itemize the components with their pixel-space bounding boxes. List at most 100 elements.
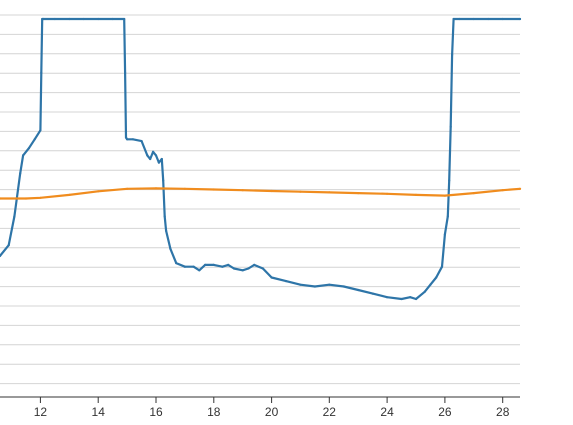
data-point bbox=[487, 17, 490, 21]
data-point bbox=[126, 187, 129, 190]
data-point bbox=[162, 179, 165, 182]
data-point bbox=[154, 187, 158, 190]
data-point bbox=[429, 283, 432, 286]
data-point bbox=[183, 187, 186, 190]
data-point bbox=[299, 190, 302, 193]
data-point bbox=[163, 215, 166, 218]
data-point bbox=[126, 138, 129, 141]
data-point bbox=[440, 265, 444, 268]
data-point bbox=[452, 17, 455, 21]
data-point bbox=[212, 188, 215, 191]
data-point bbox=[160, 157, 163, 161]
data-point bbox=[7, 244, 10, 247]
data-point bbox=[451, 53, 454, 57]
data-point bbox=[261, 267, 264, 270]
data-point bbox=[423, 290, 426, 293]
data-point bbox=[157, 161, 160, 164]
gridlines bbox=[0, 14, 520, 385]
data-point bbox=[13, 215, 16, 218]
data-point bbox=[175, 262, 178, 265]
data-point bbox=[33, 138, 36, 141]
data-point bbox=[198, 269, 201, 272]
x-tick-label: 26 bbox=[438, 405, 452, 419]
data-point bbox=[313, 285, 316, 288]
data-point bbox=[82, 17, 85, 21]
data-point bbox=[183, 265, 186, 268]
data-point bbox=[501, 17, 504, 21]
data-point bbox=[169, 247, 172, 250]
series-lines bbox=[0, 17, 522, 301]
data-point bbox=[68, 193, 71, 196]
data-point bbox=[458, 17, 461, 21]
data-point bbox=[68, 17, 71, 21]
data-point bbox=[409, 296, 412, 299]
data-point bbox=[357, 288, 360, 292]
data-point bbox=[518, 17, 522, 21]
data-point bbox=[241, 189, 244, 192]
data-point bbox=[328, 191, 331, 194]
data-point bbox=[53, 17, 57, 21]
x-tick-label: 16 bbox=[149, 405, 163, 419]
data-point bbox=[39, 129, 42, 132]
data-point bbox=[400, 297, 403, 301]
data-point bbox=[386, 192, 389, 195]
data-point bbox=[414, 297, 418, 301]
x-axis: 12 14 16 18 20 22 24 26 28 bbox=[0, 396, 520, 419]
data-point bbox=[42, 17, 45, 21]
x-tick-label: 18 bbox=[207, 405, 221, 419]
data-point bbox=[443, 233, 446, 236]
data-point bbox=[443, 194, 446, 197]
data-point bbox=[24, 197, 28, 200]
data-point bbox=[40, 71, 43, 74]
data-point bbox=[357, 192, 360, 195]
data-point bbox=[518, 187, 522, 190]
x-tick-label: 24 bbox=[380, 405, 394, 419]
x-tick-label: 14 bbox=[92, 405, 106, 419]
data-point bbox=[446, 215, 449, 218]
data-point bbox=[111, 17, 114, 21]
data-point bbox=[204, 263, 207, 266]
data-point bbox=[0, 197, 2, 200]
data-point bbox=[414, 193, 418, 196]
data-point bbox=[146, 154, 149, 157]
x-tick-label: 22 bbox=[323, 405, 337, 419]
data-point bbox=[247, 267, 250, 270]
data-point bbox=[299, 283, 302, 286]
data-point bbox=[472, 17, 475, 21]
data-point bbox=[386, 296, 389, 299]
data-point bbox=[435, 276, 438, 279]
data-point bbox=[270, 276, 273, 279]
data-point bbox=[124, 136, 128, 139]
data-point bbox=[131, 138, 134, 141]
series-line-2 bbox=[0, 187, 522, 200]
data-point bbox=[212, 263, 215, 266]
x-tick-label: 12 bbox=[34, 405, 48, 419]
data-point bbox=[165, 229, 168, 232]
series-line-1 bbox=[0, 17, 522, 301]
data-point bbox=[501, 189, 504, 192]
data-point bbox=[27, 147, 30, 150]
data-point bbox=[371, 292, 374, 295]
data-point bbox=[472, 192, 475, 195]
data-point bbox=[140, 140, 143, 143]
data-point bbox=[149, 157, 152, 161]
data-point bbox=[227, 263, 230, 266]
data-point bbox=[241, 269, 244, 272]
data-point bbox=[221, 265, 224, 268]
data-point bbox=[0, 254, 2, 257]
x-tick-label: 28 bbox=[496, 405, 510, 419]
data-point bbox=[97, 17, 100, 21]
data-point bbox=[19, 172, 22, 175]
data-point bbox=[123, 17, 126, 21]
data-point bbox=[232, 267, 236, 270]
data-point bbox=[124, 71, 127, 74]
data-point bbox=[448, 179, 451, 182]
data-point bbox=[152, 150, 155, 153]
data-point bbox=[328, 283, 331, 286]
data-point bbox=[270, 189, 273, 193]
data-point bbox=[154, 154, 158, 157]
x-tick-label: 20 bbox=[265, 405, 279, 419]
data-point bbox=[342, 285, 345, 288]
